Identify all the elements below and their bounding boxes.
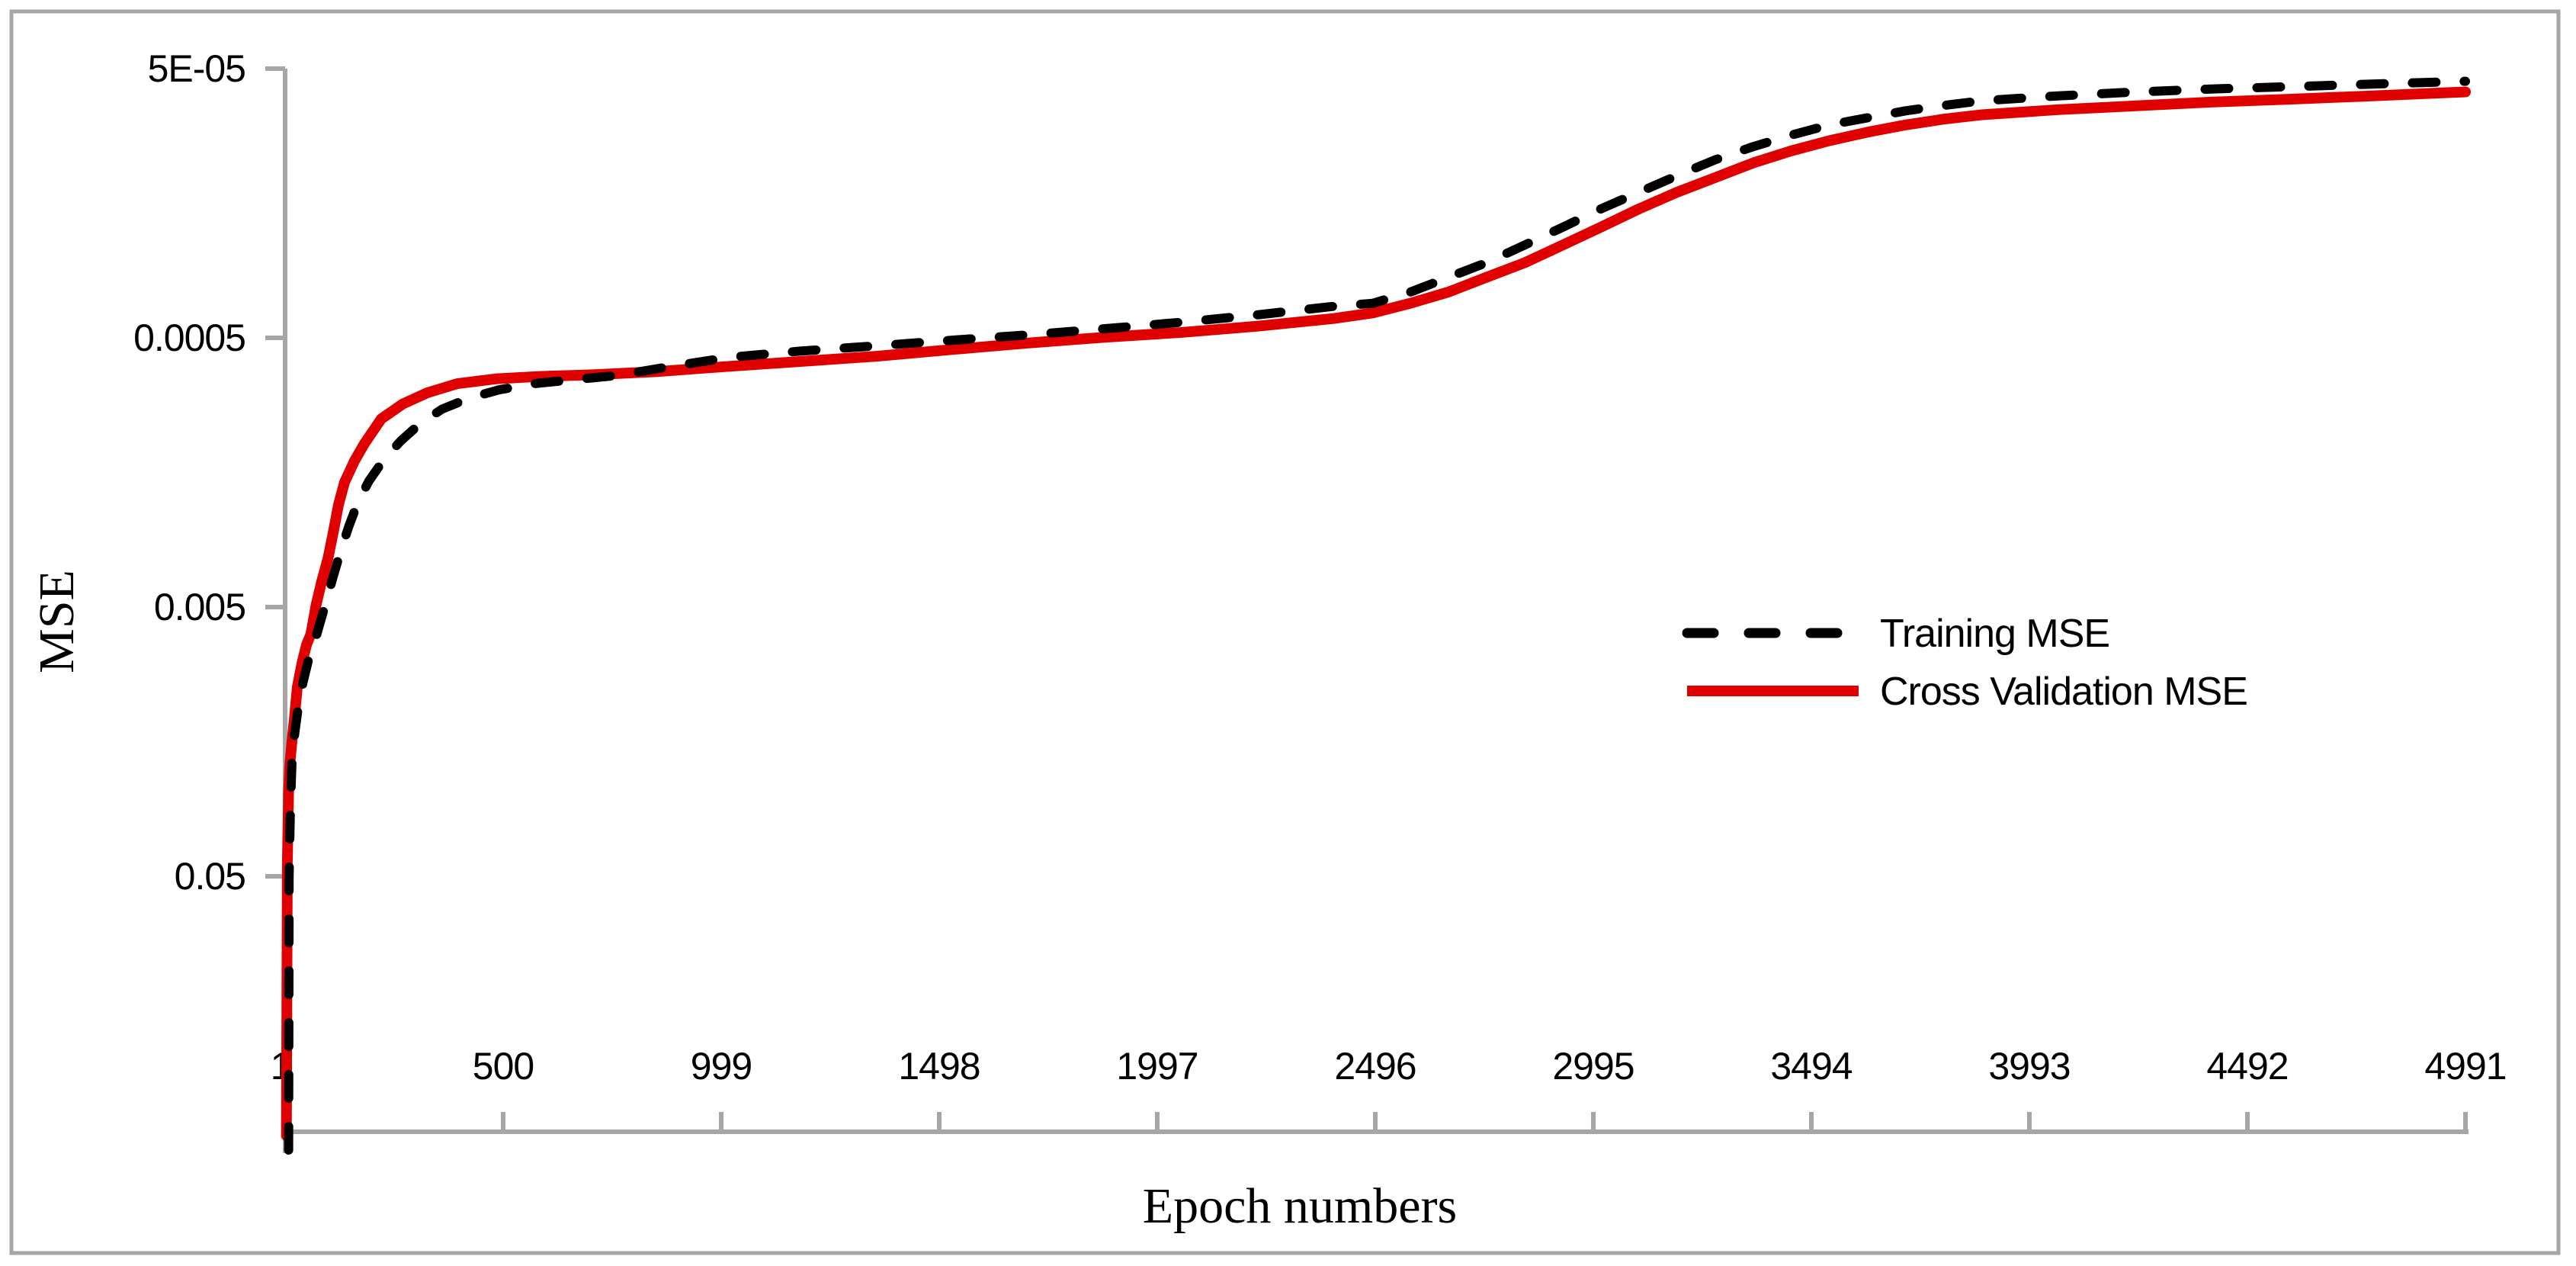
x-tick-label: 4991 <box>2424 1045 2506 1088</box>
x-tick-label: 500 <box>473 1045 534 1088</box>
training-mse-legend-label: Training MSE <box>1880 612 2109 656</box>
x-tick-label: 4492 <box>2206 1045 2288 1088</box>
x-axis-title: Epoch numbers <box>1143 1178 1457 1234</box>
x-tick-label: 999 <box>691 1045 752 1088</box>
x-tick-label: 2496 <box>1334 1045 1416 1088</box>
cross-validation-mse-legend-label: Cross Validation MSE <box>1880 670 2247 714</box>
cross-validation-mse-curve <box>281 86 2471 1142</box>
axes <box>283 69 2469 1153</box>
y-axis-ticks: 5E-05 0.0005 0.005 0.05 <box>133 47 285 898</box>
x-tick-label: 3993 <box>1988 1045 2070 1088</box>
x-tick-label: 3494 <box>1770 1045 1852 1088</box>
y-tick-label: 0.005 <box>154 586 245 628</box>
legend: Training MSE Cross Validation MSE <box>1682 612 2248 714</box>
y-tick-label: 0.0005 <box>133 316 245 359</box>
x-tick-label: 1997 <box>1116 1045 1198 1088</box>
figure-border <box>9 9 2561 1255</box>
y-tick-label: 0.05 <box>175 855 245 898</box>
x-tick-label: 2995 <box>1552 1045 1634 1088</box>
y-axis-title: MSE <box>29 570 85 673</box>
y-tick-label: 5E-05 <box>148 47 245 90</box>
plot-series <box>281 76 2471 1155</box>
training-mse-curve <box>284 76 2470 1155</box>
x-axis-ticks: 1 500 999 1498 1997 2496 2995 3494 3993 4492 4991 <box>271 1045 2507 1132</box>
x-tick-label: 1498 <box>898 1045 980 1088</box>
